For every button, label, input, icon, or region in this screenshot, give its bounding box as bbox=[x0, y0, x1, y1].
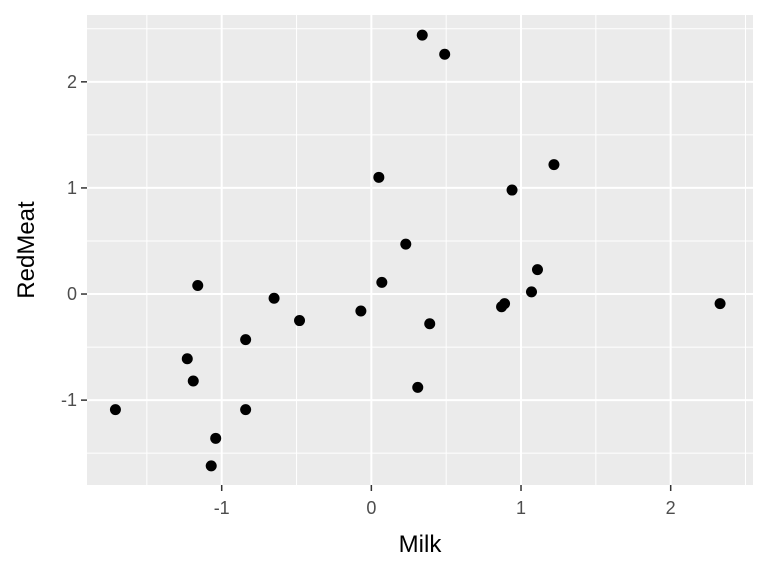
data-point bbox=[240, 334, 252, 346]
data-point bbox=[531, 264, 543, 276]
data-point bbox=[525, 286, 537, 298]
data-point bbox=[187, 375, 199, 387]
data-point bbox=[181, 353, 193, 365]
y-tick-label: 1 bbox=[67, 178, 77, 198]
data-point bbox=[294, 315, 306, 327]
major-gridlines bbox=[87, 15, 753, 485]
data-point bbox=[506, 184, 518, 196]
x-tick-label: 2 bbox=[666, 498, 676, 518]
x-axis: -1 0 1 2 bbox=[214, 485, 676, 518]
data-point bbox=[548, 159, 560, 171]
data-point bbox=[109, 404, 121, 416]
data-point bbox=[496, 301, 508, 313]
x-axis-title: Milk bbox=[399, 531, 443, 558]
data-point bbox=[192, 280, 204, 292]
data-point bbox=[240, 404, 252, 416]
y-tick-label: 0 bbox=[67, 284, 77, 304]
x-tick-label: 0 bbox=[366, 498, 376, 518]
minor-gridlines bbox=[87, 15, 753, 485]
data-point bbox=[439, 48, 451, 60]
data-point bbox=[416, 29, 428, 41]
data-points bbox=[109, 29, 726, 472]
data-point bbox=[376, 276, 388, 288]
data-point bbox=[714, 298, 726, 310]
data-point bbox=[210, 432, 222, 444]
y-axis: -1 0 1 2 bbox=[61, 72, 87, 410]
y-tick-label: -1 bbox=[61, 390, 77, 410]
y-tick-label: 2 bbox=[67, 72, 77, 92]
x-tick-label: 1 bbox=[516, 498, 526, 518]
y-axis-title: RedMeat bbox=[13, 201, 40, 299]
data-point bbox=[268, 292, 280, 304]
data-point bbox=[205, 460, 217, 472]
data-point bbox=[373, 171, 385, 183]
plot-panel bbox=[87, 15, 753, 485]
data-point bbox=[412, 381, 424, 393]
data-point bbox=[355, 305, 367, 317]
data-point bbox=[424, 318, 436, 330]
x-tick-label: -1 bbox=[214, 498, 230, 518]
data-point bbox=[400, 238, 412, 250]
